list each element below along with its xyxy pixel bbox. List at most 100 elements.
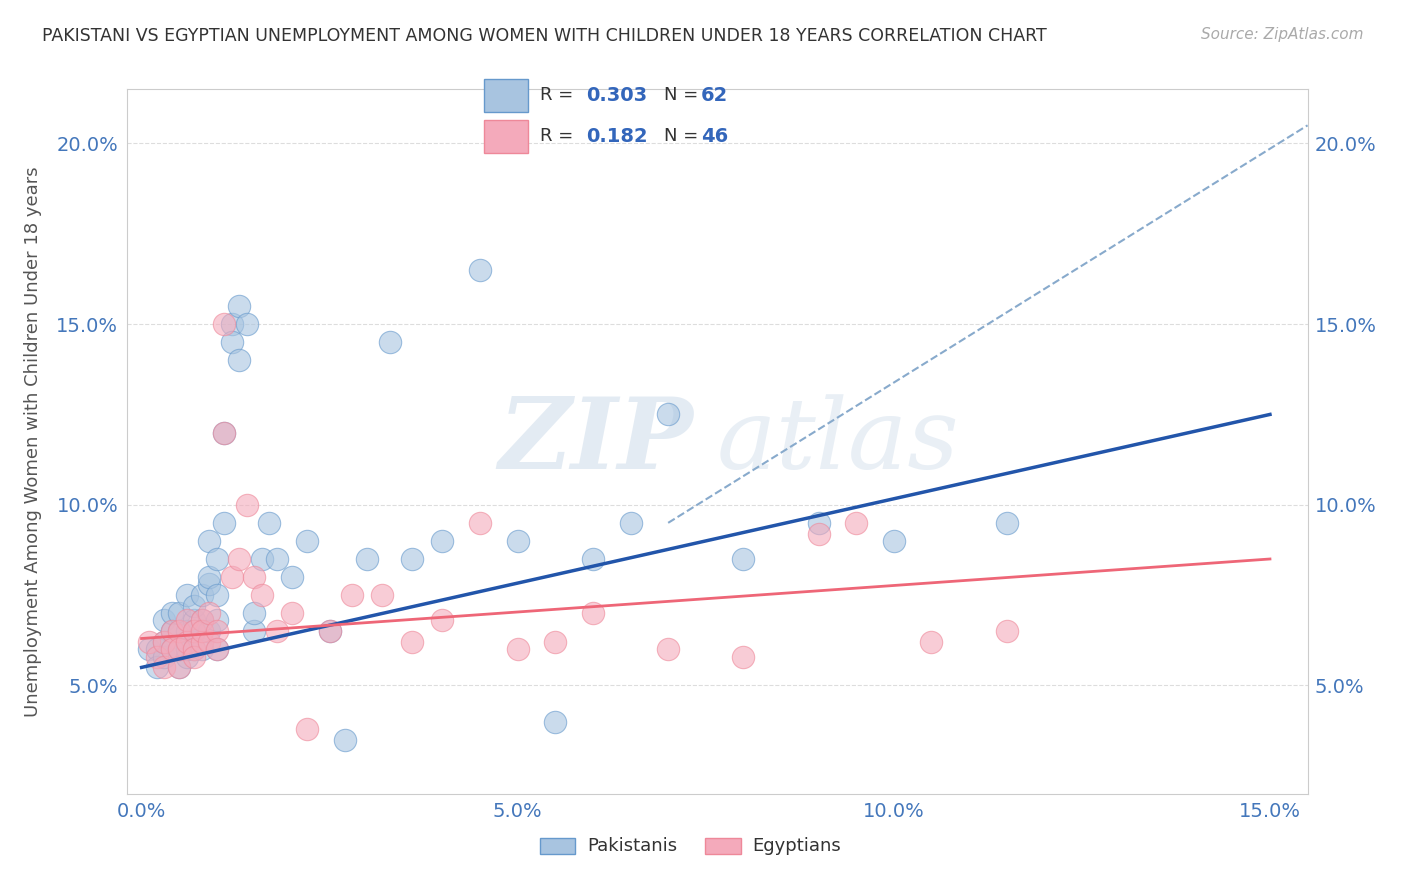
Bar	[484, 120, 527, 153]
Point	[281, 606, 304, 620]
Point	[198, 624, 221, 639]
Text: PAKISTANI VS EGYPTIAN UNEMPLOYMENT AMONG WOMEN WITH CHILDREN UNDER 18 YEARS CORR: PAKISTANI VS EGYPTIAN UNEMPLOYMENT AMONG…	[42, 27, 1047, 45]
Point	[198, 577, 221, 591]
Text: 0.303: 0.303	[586, 86, 647, 105]
Point	[243, 606, 266, 620]
Text: ZIP: ZIP	[499, 393, 693, 490]
Point	[205, 642, 228, 657]
Point	[995, 624, 1018, 639]
Point	[582, 606, 605, 620]
Point	[506, 642, 529, 657]
Point	[281, 570, 304, 584]
Point	[333, 732, 356, 747]
Point	[205, 642, 228, 657]
Text: 46: 46	[700, 127, 728, 146]
Point	[468, 263, 491, 277]
Point	[183, 642, 205, 657]
Point	[183, 642, 205, 657]
Point	[236, 317, 259, 331]
Y-axis label: Unemployment Among Women with Children Under 18 years: Unemployment Among Women with Children U…	[24, 166, 42, 717]
Point	[160, 642, 183, 657]
Point	[176, 588, 198, 602]
Point	[153, 635, 176, 649]
Point	[191, 614, 214, 628]
Point	[318, 624, 340, 639]
Point	[167, 624, 190, 639]
Point	[145, 649, 167, 664]
Point	[145, 642, 167, 657]
Point	[191, 642, 214, 657]
Point	[221, 317, 243, 331]
Point	[657, 642, 679, 657]
Text: 0.182: 0.182	[586, 127, 648, 146]
Point	[228, 299, 250, 313]
FancyBboxPatch shape	[540, 838, 575, 854]
Point	[176, 614, 198, 628]
Point	[228, 353, 250, 368]
Point	[191, 588, 214, 602]
Point	[205, 588, 228, 602]
Point	[243, 570, 266, 584]
Text: Pakistanis: Pakistanis	[588, 837, 678, 855]
Point	[657, 408, 679, 422]
Text: Egyptians: Egyptians	[752, 837, 841, 855]
Point	[733, 552, 755, 566]
Point	[582, 552, 605, 566]
Point	[176, 649, 198, 664]
Point	[198, 606, 221, 620]
Text: 62: 62	[700, 86, 728, 105]
Point	[432, 614, 454, 628]
Point	[191, 614, 214, 628]
Bar	[484, 79, 527, 112]
Point	[167, 660, 190, 674]
Text: R =: R =	[540, 128, 579, 145]
Point	[160, 624, 183, 639]
Point	[153, 635, 176, 649]
Point	[342, 588, 364, 602]
Point	[221, 570, 243, 584]
Point	[167, 624, 190, 639]
Point	[214, 425, 236, 440]
Text: Source: ZipAtlas.com: Source: ZipAtlas.com	[1201, 27, 1364, 42]
Point	[378, 335, 401, 350]
Point	[544, 714, 567, 729]
Point	[295, 722, 318, 736]
Point	[318, 624, 340, 639]
Point	[883, 533, 905, 548]
Point	[401, 635, 423, 649]
Point	[266, 624, 288, 639]
Point	[153, 614, 176, 628]
Point	[807, 516, 830, 530]
Point	[183, 599, 205, 613]
Point	[176, 635, 198, 649]
Point	[506, 533, 529, 548]
Point	[205, 614, 228, 628]
Point	[920, 635, 942, 649]
Point	[198, 533, 221, 548]
Point	[167, 642, 190, 657]
Text: N =: N =	[664, 87, 703, 104]
Point	[619, 516, 641, 530]
Point	[371, 588, 394, 602]
Text: R =: R =	[540, 87, 579, 104]
Point	[544, 635, 567, 649]
Point	[221, 335, 243, 350]
Point	[138, 642, 160, 657]
Point	[160, 642, 183, 657]
Point	[214, 516, 236, 530]
Point	[733, 649, 755, 664]
Point	[236, 498, 259, 512]
Point	[167, 606, 190, 620]
Point	[259, 516, 281, 530]
Point	[198, 570, 221, 584]
Point	[401, 552, 423, 566]
Point	[468, 516, 491, 530]
Point	[214, 317, 236, 331]
Point	[183, 624, 205, 639]
FancyBboxPatch shape	[706, 838, 741, 854]
Point	[167, 642, 190, 657]
Point	[183, 614, 205, 628]
Point	[176, 624, 198, 639]
Point	[205, 624, 228, 639]
Point	[183, 649, 205, 664]
